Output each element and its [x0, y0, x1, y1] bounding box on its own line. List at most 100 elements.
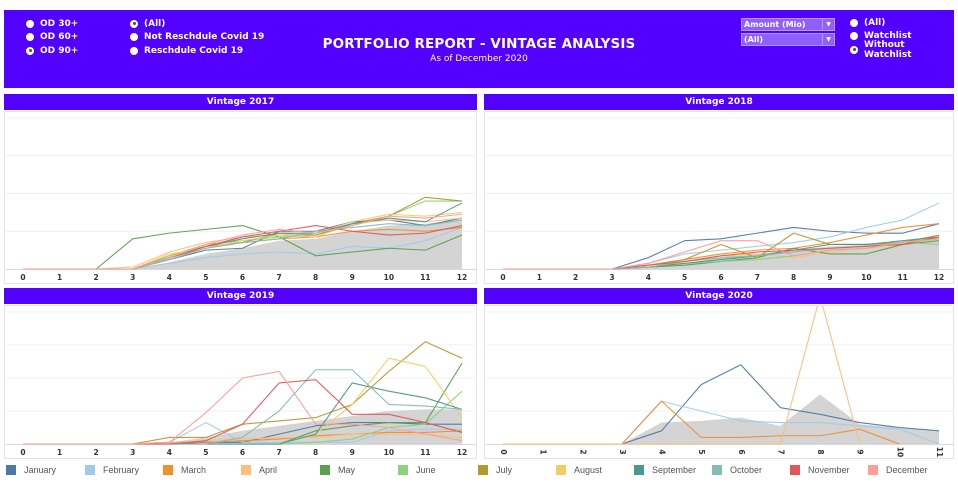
x-tick-label: 7	[755, 273, 760, 282]
legend-swatch	[320, 465, 330, 475]
reschedule-option-all[interactable]: (All)	[130, 17, 264, 31]
reschedule-label: (All)	[144, 18, 166, 29]
legend-item-february[interactable]: February	[85, 465, 139, 475]
measure-dropdown-value: Amount (Mio)	[744, 20, 806, 29]
legend-item-april[interactable]: April	[241, 465, 277, 475]
x-tick-label: 12	[457, 273, 467, 282]
x-tick-label: 4	[646, 273, 651, 282]
x-tick-label: 3	[618, 449, 627, 454]
legend-item-september[interactable]: September	[634, 465, 696, 475]
x-tick-label: 0	[20, 273, 25, 282]
legend-item-march[interactable]: March	[163, 465, 206, 475]
page-subtitle: As of December 2020	[430, 54, 528, 64]
chart-vintage-2019: 0 1 2 3 4 5 6 7 8 9 10 11 12	[4, 305, 477, 459]
chart-svg: 0 1 2 3 4 5 6 7 8 9 10 11	[486, 306, 954, 457]
x-tick-label: 6	[240, 273, 245, 282]
overdue-label: OD 30+	[40, 18, 79, 29]
legend-label: February	[103, 465, 140, 475]
legend-swatch	[868, 465, 878, 475]
watchlist-option-without[interactable]: Without Watchlist	[850, 39, 954, 60]
legend-swatch	[6, 465, 16, 475]
x-tick-label: 7	[276, 448, 281, 457]
x-tick-label: 1	[537, 273, 542, 282]
legend-item-june[interactable]: June	[398, 465, 436, 475]
reschedule-label: Reschdule Covid 19	[144, 45, 244, 56]
chart-vintage-2020: 0 1 2 3 4 5 6 7 8 9 10 11	[484, 305, 954, 459]
chevron-down-icon[interactable]: ▼	[822, 34, 834, 45]
average-area	[23, 219, 462, 269]
reschedule-option-reschedule[interactable]: Reschdule Covid 19	[130, 44, 264, 58]
chart-vintage-2017: 0 1 2 3 4 5 6 7 8 9 10 11 12	[4, 111, 477, 284]
panel-title-vintage-2018: Vintage 2018	[484, 94, 954, 110]
legend-item-january[interactable]: January	[6, 465, 56, 475]
x-tick-label: 9	[350, 448, 355, 457]
chart-svg: 0 1 2 3 4 5 6 7 8 9 10 11 12	[486, 117, 954, 282]
legend-item-october[interactable]: October	[712, 465, 762, 475]
x-tick-label: 10	[384, 273, 394, 282]
series-line-december[interactable]	[503, 238, 940, 270]
overdue-option-od30[interactable]: OD 30+	[26, 17, 78, 31]
overdue-option-od60[interactable]: OD 60+	[26, 31, 78, 45]
x-tick-label: 8	[791, 273, 796, 282]
x-tick-label: 0	[499, 449, 508, 454]
category-dropdown[interactable]: (All) ▼	[741, 33, 835, 46]
x-tick-label: 8	[313, 448, 318, 457]
watchlist-filter: (All) Watchlist Without Watchlist	[850, 16, 954, 60]
legend-label: January	[24, 465, 57, 475]
average-area	[503, 394, 939, 444]
x-tick-label: 3	[130, 273, 135, 282]
overdue-label: OD 60+	[40, 32, 79, 43]
average-area	[23, 409, 462, 444]
x-tick-label: 1	[57, 448, 62, 457]
watchlist-label: (All)	[864, 17, 886, 28]
watchlist-option-all[interactable]: (All)	[850, 16, 954, 30]
x-tick-label: 12	[934, 273, 944, 282]
chart-vintage-2018: 0 1 2 3 4 5 6 7 8 9 10 11 12	[484, 111, 954, 284]
legend-item-may[interactable]: May	[320, 465, 355, 475]
legend-item-november[interactable]: November	[790, 465, 850, 475]
x-tick-label: 9	[827, 273, 832, 282]
chevron-down-icon[interactable]: ▼	[822, 19, 834, 30]
legend-item-august[interactable]: August	[556, 465, 602, 475]
x-tick-label: 2	[578, 449, 587, 454]
watchlist-option-watchlist[interactable]: Watchlist	[850, 30, 954, 44]
reschedule-option-not-reschedule[interactable]: Not Reschdule Covid 19	[130, 31, 264, 45]
overdue-option-od90[interactable]: OD 90+	[26, 44, 78, 58]
series-line-december[interactable]	[23, 370, 463, 445]
radio-icon	[850, 18, 858, 27]
measure-dropdown[interactable]: Amount (Mio) ▼	[741, 18, 835, 31]
legend-item-december[interactable]: December	[868, 465, 928, 475]
x-tick-label: 8	[313, 273, 318, 282]
x-tick-label: 3	[609, 273, 614, 282]
legend-swatch	[398, 465, 408, 475]
page-title: PORTFOLIO REPORT - VINTAGE ANALYSIS	[322, 36, 636, 52]
watchlist-label: Without Watchlist	[864, 39, 912, 60]
x-tick-label: 2	[573, 273, 578, 282]
x-tick-label: 11	[935, 447, 944, 457]
month-legend: January February March April May June July Augu…	[0, 463, 958, 481]
legend-label: April	[259, 465, 278, 475]
x-tick-label: 4	[658, 449, 667, 454]
x-tick-label: 0	[20, 448, 25, 457]
radio-icon	[850, 32, 858, 41]
panel-title-vintage-2019: Vintage 2019	[4, 288, 477, 304]
x-tick-label: 6	[737, 449, 746, 454]
legend-swatch	[241, 465, 251, 475]
legend-swatch	[478, 465, 488, 475]
x-tick-label: 10	[861, 273, 871, 282]
x-tick-label: 12	[457, 448, 467, 457]
x-tick-label: 10	[384, 448, 394, 457]
x-tick-label: 7	[276, 273, 281, 282]
legend-swatch	[790, 465, 800, 475]
x-tick-label: 3	[130, 448, 135, 457]
radio-icon	[130, 46, 138, 55]
legend-label: August	[574, 465, 603, 475]
x-tick-label: 1	[539, 449, 548, 454]
reschedule-label: Not Reschdule Covid 19	[144, 32, 265, 43]
series-line-april[interactable]	[503, 306, 861, 445]
series-line-december[interactable]	[23, 213, 463, 270]
x-tick-label: 5	[682, 273, 687, 282]
radio-selected-icon	[850, 45, 858, 54]
x-tick-label: 9	[856, 449, 865, 454]
legend-item-july[interactable]: July	[478, 465, 512, 475]
